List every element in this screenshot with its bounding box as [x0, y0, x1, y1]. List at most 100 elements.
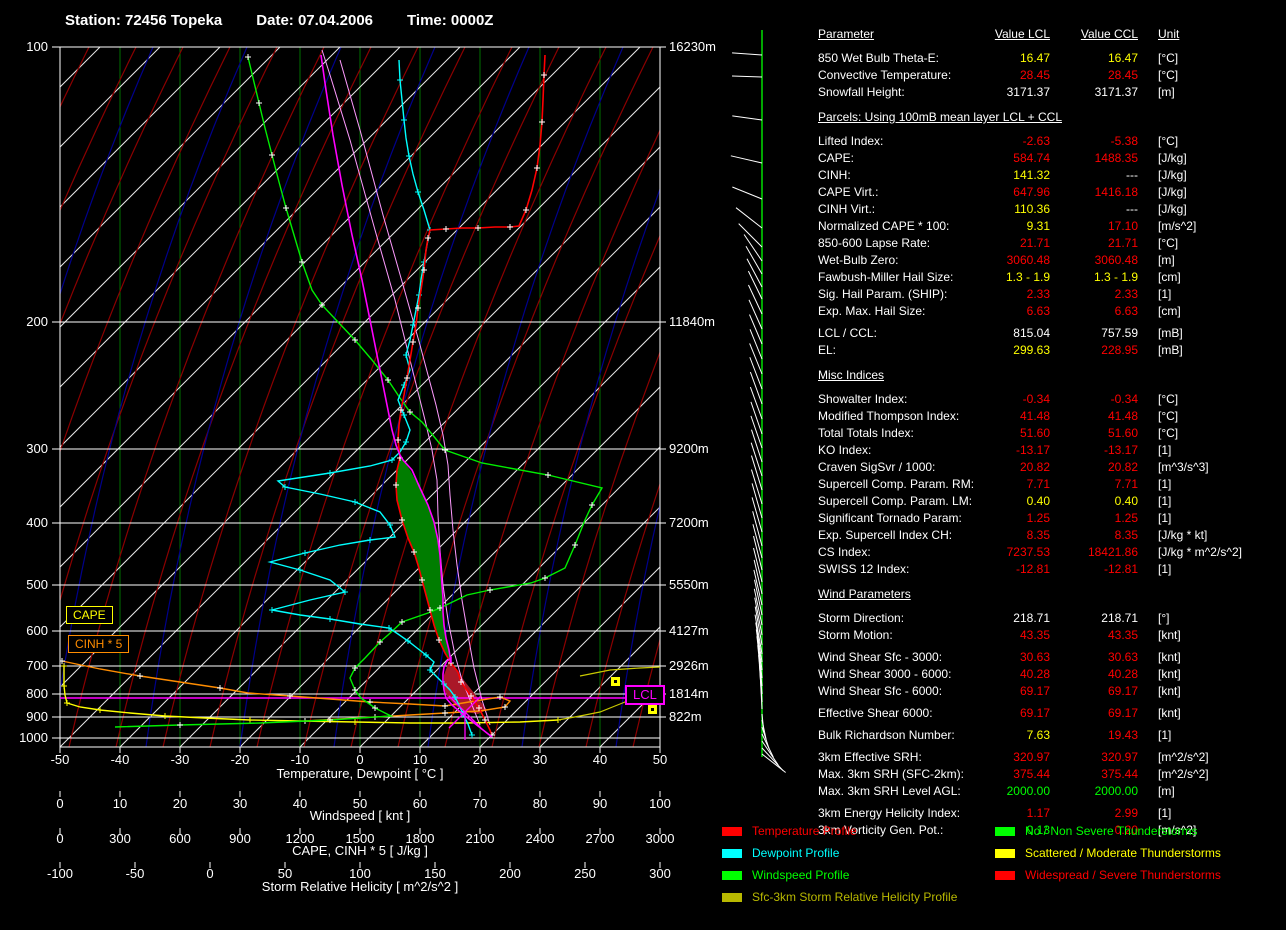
unit-label: [m^3/s^3]	[1138, 459, 1280, 476]
column-header-value-ccl: Value CCL	[1050, 26, 1138, 50]
altitude-tick-label: 1814m	[669, 686, 709, 701]
value-ccl: 51.60	[1050, 425, 1138, 442]
axis-title-temperature: Temperature, Dewpoint [ °C ]	[276, 766, 443, 781]
x-axis-tick-label: 30	[533, 752, 547, 767]
value-ccl: -0.34	[1050, 391, 1138, 408]
value-lcl: 20.82	[986, 459, 1050, 476]
table-header-row: Parameter Value LCL Value CCL Unit	[818, 26, 1280, 50]
value-lcl: 2000.00	[986, 783, 1050, 800]
legend-swatch	[995, 827, 1015, 836]
value-ccl: -5.38	[1050, 133, 1138, 150]
unit-label: [J/kg * m^2/s^2]	[1138, 544, 1280, 561]
value-lcl: 3171.37	[986, 84, 1050, 101]
value-ccl: 6.63	[1050, 303, 1138, 320]
unit-label: [°C]	[1138, 425, 1280, 442]
table-body: 850 Wet Bulb Theta-E:16.4716.47[°C]Conve…	[818, 50, 1280, 839]
altitude-tick-label: 2926m	[669, 658, 709, 673]
sounding-app-window: Station: 72456 Topeka Date: 07.04.2006 T…	[0, 0, 1286, 930]
table-row: Snowfall Height:3171.373171.37[m]	[818, 84, 1280, 101]
parameter-label: Supercell Comp. Param. RM:	[818, 476, 986, 493]
wind-barb	[750, 343, 762, 374]
parameter-label: Wet-Bulb Zero:	[818, 252, 986, 269]
parameter-label: 3km Energy Helicity Index:	[818, 805, 986, 822]
parameter-label: Significant Tornado Param:	[818, 510, 986, 527]
value-lcl: 69.17	[986, 683, 1050, 700]
parameter-label: SWISS 12 Index:	[818, 561, 986, 578]
x-axis-tick-label: 50	[653, 752, 667, 767]
unit-label: [J/kg * kt]	[1138, 527, 1280, 544]
value-lcl: 16.47	[986, 50, 1050, 67]
x-axis-tick-label: 90	[593, 796, 607, 811]
unit-label: [1]	[1138, 510, 1280, 527]
unit-label: [cm]	[1138, 303, 1280, 320]
table-row: Bulk Richardson Number:7.6319.43[1]	[818, 727, 1280, 744]
table-row: 3km Energy Helicity Index:1.172.99[1]	[818, 805, 1280, 822]
unit-label: [°]	[1138, 610, 1280, 627]
pressure-tick-label: 800	[26, 686, 48, 701]
x-axis-3: -100-50050100150200250300	[47, 862, 671, 881]
parameter-label: CS Index:	[818, 544, 986, 561]
x-axis-tick-label: 1800	[406, 831, 435, 846]
table-row: Supercell Comp. Param. LM:0.400.40[1]	[818, 493, 1280, 510]
legend-swatch	[722, 871, 742, 880]
value-ccl: 1488.35	[1050, 150, 1138, 167]
x-axis-tick-label: -10	[291, 752, 310, 767]
parameter-label: Total Totals Index:	[818, 425, 986, 442]
x-axis-tick-label: -30	[171, 752, 190, 767]
wind-barb	[762, 754, 786, 772]
value-lcl: 51.60	[986, 425, 1050, 442]
parameter-label: Bulk Richardson Number:	[818, 727, 986, 744]
unit-label: [mB]	[1138, 342, 1280, 359]
value-lcl: 30.63	[986, 649, 1050, 666]
parameter-label: Modified Thompson Index:	[818, 408, 986, 425]
wind-barb	[748, 271, 762, 299]
parameter-label: KO Index:	[818, 442, 986, 459]
x-axis-tick-label: 300	[109, 831, 131, 846]
table-section-heading: Misc Indices	[818, 367, 1280, 391]
altitude-tick-label: 5550m	[669, 577, 709, 592]
x-axis-tick-label: 300	[649, 866, 671, 881]
table-row: Supercell Comp. Param. RM:7.717.71[1]	[818, 476, 1280, 493]
wind-barb	[750, 387, 762, 419]
value-ccl: 228.95	[1050, 342, 1138, 359]
parameter-label: Storm Direction:	[818, 610, 986, 627]
wind-barb	[748, 285, 762, 314]
table-row: Wet-Bulb Zero:3060.483060.48[m]	[818, 252, 1280, 269]
table-row: Storm Direction:218.71218.71[°]	[818, 610, 1280, 627]
value-lcl: 8.35	[986, 527, 1050, 544]
altitude-tick-label: 9200m	[669, 441, 709, 456]
value-ccl: 17.10	[1050, 218, 1138, 235]
parameter-label: Sig. Hail Param. (SHIP):	[818, 286, 986, 303]
value-ccl: 41.48	[1050, 408, 1138, 425]
value-ccl: 8.35	[1050, 527, 1138, 544]
unit-label: [°C]	[1138, 391, 1280, 408]
value-lcl: 43.35	[986, 627, 1050, 644]
value-lcl: 41.48	[986, 408, 1050, 425]
column-header-value-lcl: Value LCL	[986, 26, 1050, 50]
unit-label: [1]	[1138, 476, 1280, 493]
wind-barb	[732, 187, 762, 199]
parameter-label: Convective Temperature:	[818, 67, 986, 84]
x-axis-tick-label: 20	[173, 796, 187, 811]
x-axis-0: -50-40-30-20-1001020304050	[51, 747, 668, 767]
table-row: SWISS 12 Index:-12.81-12.81[1]	[818, 561, 1280, 578]
parameter-label: 850-600 Lapse Rate:	[818, 235, 986, 252]
table-row: Wind Shear Sfc - 3000:30.6330.63[knt]	[818, 649, 1280, 666]
parameter-label: CAPE:	[818, 150, 986, 167]
unit-label: [°C]	[1138, 50, 1280, 67]
legend-swatch	[722, 893, 742, 902]
unit-label: [knt]	[1138, 666, 1280, 683]
x-axis-tick-label: 50	[278, 866, 292, 881]
x-axis-tick-label: 20	[473, 752, 487, 767]
parameter-label: CAPE Virt.:	[818, 184, 986, 201]
parameter-label: Normalized CAPE * 100:	[818, 218, 986, 235]
profile-legend-item: Sfc-3km Storm Relative Helicity Profile	[722, 890, 957, 904]
pressure-tick-label: 100	[26, 39, 48, 54]
legend-swatch	[722, 849, 742, 858]
unit-label: [°C]	[1138, 235, 1280, 252]
x-axis-tick-label: 0	[56, 796, 63, 811]
value-ccl: 2000.00	[1050, 783, 1138, 800]
wind-barb	[750, 329, 762, 359]
value-lcl: 218.71	[986, 610, 1050, 627]
parameter-label: Storm Motion:	[818, 627, 986, 644]
